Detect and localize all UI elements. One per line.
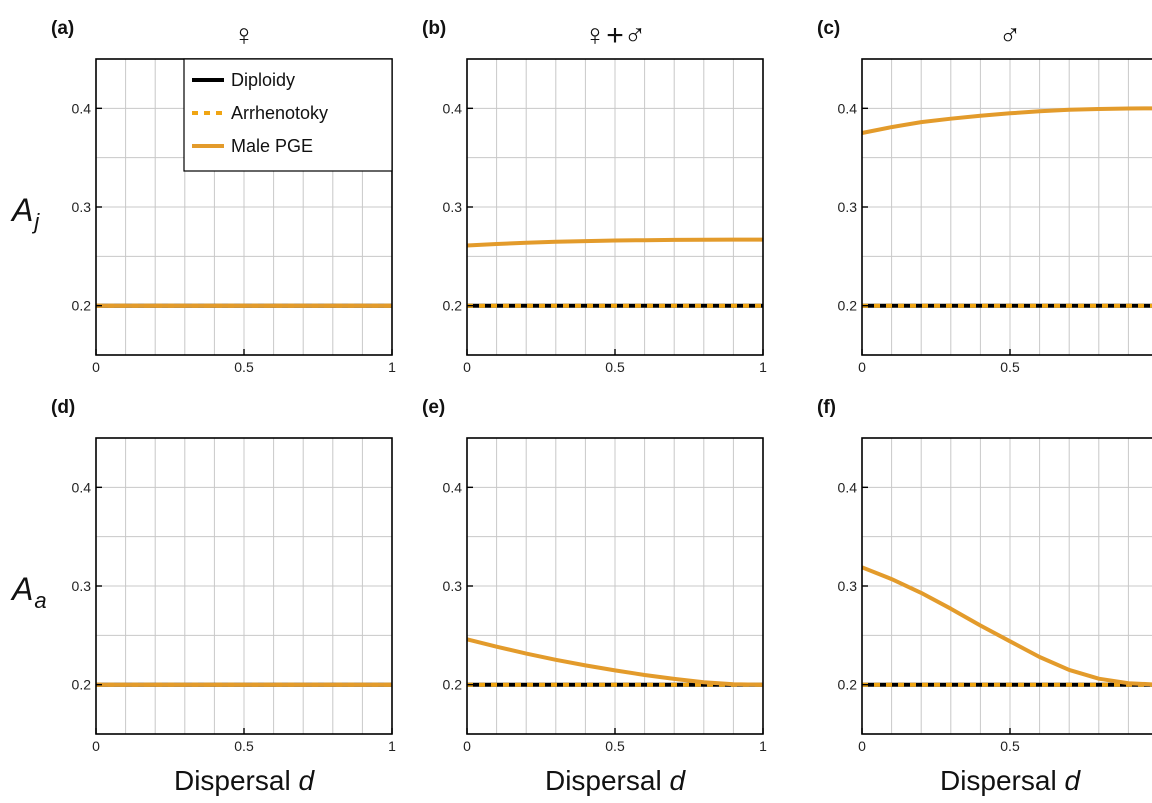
- x-tick-label: 1: [388, 738, 396, 754]
- panel-label: (e): [422, 397, 445, 418]
- x-tick-label: 0: [463, 738, 471, 754]
- x-tick-label: 0.5: [1000, 738, 1020, 754]
- x-tick-label: 0.5: [234, 359, 254, 375]
- series-male-pge: [466, 237, 763, 248]
- x-tick-label: 0.5: [1000, 359, 1020, 375]
- x-tick-label: 1: [759, 738, 767, 754]
- y-tick-label: 0.3: [443, 199, 463, 215]
- series-male-pge: [466, 637, 764, 687]
- y-tick-label: 0.3: [838, 199, 858, 215]
- x-tick-label: 0.5: [605, 738, 625, 754]
- y-tick-label: 0.4: [838, 100, 858, 116]
- y-tick-label: 0.4: [443, 479, 463, 495]
- series-male-pge: [861, 106, 1152, 135]
- panel-label: (a): [51, 18, 74, 39]
- text-layer: 0 0.5 1 0.2 0.3 0.4 (a) 0 0.5 1 0.2 0.3 0.4 (b) 0 0.5 1 0…: [10, 18, 1081, 796]
- y-axis-label: Aa: [10, 571, 47, 613]
- y-tick-label: 0.3: [72, 199, 92, 215]
- panel-label: (b): [422, 18, 446, 39]
- x-tick-label: 1: [388, 359, 396, 375]
- column-title: ♀: [233, 19, 256, 52]
- series-layer: [96, 106, 1152, 687]
- y-tick-label: 0.3: [443, 578, 463, 594]
- legend: Diploidy Arrhenotoky Male PGE: [183, 58, 393, 172]
- x-tick-label: 0: [463, 359, 471, 375]
- x-tick-label: 1: [759, 359, 767, 375]
- x-axis-label: Dispersal d: [545, 765, 686, 796]
- frame-layer: [95, 58, 1152, 735]
- legend-label: Diploidy: [231, 70, 295, 90]
- y-tick-label: 0.3: [72, 578, 92, 594]
- y-tick-label: 0.3: [838, 578, 858, 594]
- column-title: ♀+♂: [584, 19, 647, 52]
- y-axis-label: Aj: [10, 192, 40, 234]
- y-tick-label: 0.4: [72, 100, 92, 116]
- legend-label: Male PGE: [231, 136, 313, 156]
- y-tick-label: 0.4: [72, 479, 92, 495]
- x-tick-label: 0: [858, 738, 866, 754]
- panel-label: (d): [51, 397, 75, 418]
- series-male-pge: [861, 565, 1152, 687]
- x-tick-label: 0: [92, 359, 100, 375]
- y-tick-label: 0.2: [443, 298, 463, 314]
- x-tick-label: 0: [92, 738, 100, 754]
- y-tick-label: 0.2: [838, 677, 858, 693]
- y-tick-label: 0.4: [443, 100, 463, 116]
- legend-label: Arrhenotoky: [231, 103, 328, 123]
- y-tick-label: 0.2: [72, 298, 92, 314]
- y-tick-label: 0.2: [72, 677, 92, 693]
- x-axis-label: Dispersal d: [940, 765, 1081, 796]
- y-tick-label: 0.2: [443, 677, 463, 693]
- x-tick-label: 0: [858, 359, 866, 375]
- y-tick-label: 0.4: [838, 479, 858, 495]
- y-tick-label: 0.2: [838, 298, 858, 314]
- x-tick-label: 0.5: [605, 359, 625, 375]
- x-tick-label: 0.5: [234, 738, 254, 754]
- x-axis-label: Dispersal d: [174, 765, 315, 796]
- column-title: ♂: [999, 19, 1022, 52]
- panel-label: (c): [817, 18, 840, 39]
- panel-label: (f): [817, 397, 836, 418]
